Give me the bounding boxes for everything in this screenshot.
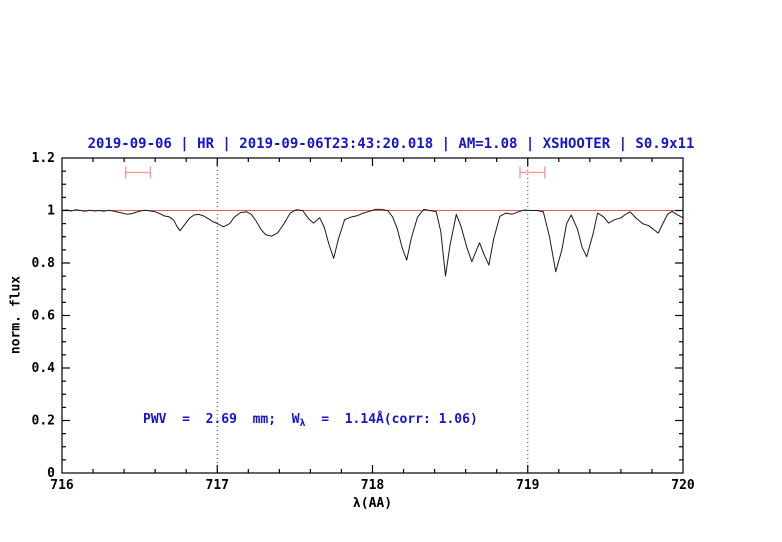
tick-label: 0: [47, 466, 55, 481]
pwv-annotation-text: PWV = 2.69 mm; W: [143, 412, 300, 427]
ew-range-markers: [124, 166, 546, 179]
tick-label: 0.2: [32, 414, 55, 429]
y-tick-labels: 0 0.2 0.4 0.6 0.8 1 1.2: [32, 151, 56, 481]
spectrum-line: [61, 208, 684, 277]
tick-label: 719: [516, 478, 539, 493]
tick-label: 718: [361, 478, 385, 493]
tick-label: 0.6: [32, 309, 56, 324]
tick-label: 716: [50, 478, 74, 493]
tick-label: 717: [206, 478, 229, 493]
telluric-spectrum: [61, 208, 684, 277]
x-tick-labels: 716 717 718 719 720: [50, 478, 695, 493]
y-ticks: [62, 170, 683, 461]
x-axis-label: λ(AA): [352, 496, 393, 511]
tick-label: 720: [671, 478, 695, 493]
pwv-annotation: PWV = 2.69 mm; Wλ = 1.14Å(corr: 1.06): [143, 412, 478, 429]
y-axis-label: norm. flux: [8, 275, 24, 355]
tick-label: 1: [47, 204, 55, 219]
tick-label: 0.8: [32, 256, 56, 271]
x-ticks: [92, 158, 653, 473]
pwv-annotation-subscript: λ: [299, 418, 306, 429]
tick-label: 1.2: [32, 151, 55, 166]
tick-label: 0.4: [32, 361, 56, 376]
pwv-annotation-text2: = 1.14Å(corr: 1.06): [305, 412, 478, 427]
plot-title: 2019-09-06 | HR | 2019-09-06T23:43:20.01…: [87, 136, 695, 152]
